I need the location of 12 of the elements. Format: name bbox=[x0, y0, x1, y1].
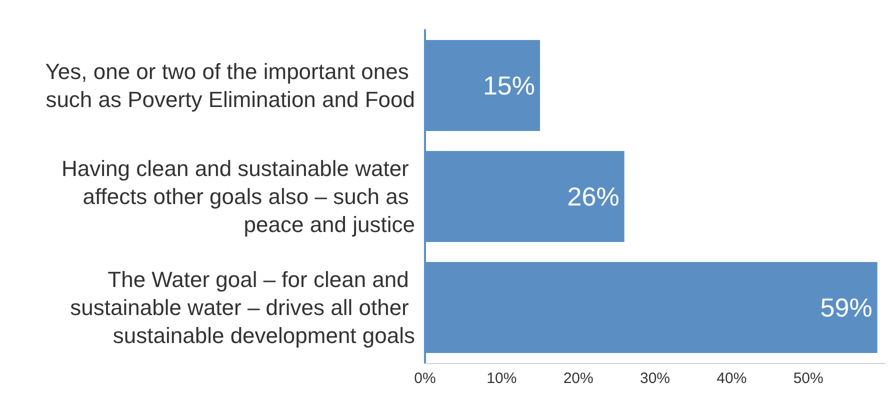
data-label: 26% bbox=[567, 182, 620, 212]
x-tick-label: 40% bbox=[716, 370, 747, 387]
y-tick-label: The Water goal – for clean and sustainable water – drives all other sustainable development goals bbox=[70, 267, 415, 348]
x-tick-label: 30% bbox=[640, 370, 670, 387]
x-tick-label: 0% bbox=[414, 370, 436, 387]
y-tick-label: Yes, one or two of the important ones such as Poverty Elimination and Food bbox=[45, 59, 415, 112]
data-label: 15% bbox=[482, 70, 535, 100]
data-label: 59% bbox=[820, 292, 872, 322]
x-tick-label: 50% bbox=[793, 370, 824, 387]
y-tick-label: Having clean and sustainable water affects other goals also – such as peace and justice bbox=[62, 156, 415, 237]
x-tick-label: 10% bbox=[486, 370, 517, 387]
x-tick-label: 20% bbox=[563, 370, 594, 387]
